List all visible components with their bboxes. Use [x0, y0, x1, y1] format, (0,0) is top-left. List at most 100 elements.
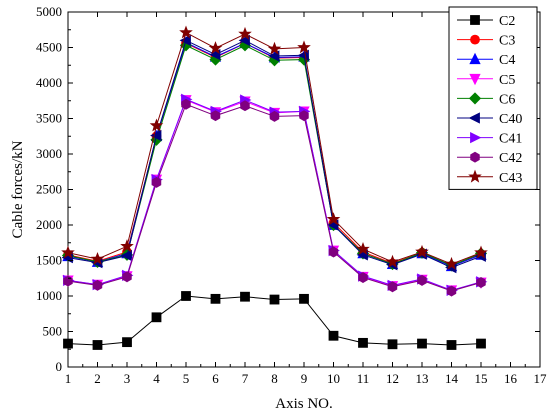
data-point: [476, 277, 486, 288]
data-point: [299, 293, 309, 304]
y-tick-label: 4500: [36, 40, 62, 55]
data-point: [238, 26, 252, 40]
series-c2: [63, 291, 486, 350]
x-tick-label: 13: [416, 371, 429, 386]
data-point: [150, 129, 162, 142]
x-tick-label: 2: [94, 371, 101, 386]
y-tick-label: 1500: [36, 253, 62, 268]
data-point: [356, 241, 370, 255]
data-point: [92, 279, 103, 291]
data-point: [151, 176, 162, 188]
y-tick-label: 0: [56, 359, 63, 374]
legend-marker: [469, 52, 481, 65]
legend-label: C43: [499, 171, 522, 186]
x-tick-label: 16: [504, 371, 518, 386]
legend-label: C42: [499, 151, 522, 166]
legend-label: C2: [499, 14, 515, 29]
series-line: [67, 98, 482, 291]
x-tick-label: 6: [212, 371, 219, 386]
series-c40: [61, 34, 486, 274]
series-c42: [63, 98, 486, 297]
x-tick-label: 17: [534, 371, 548, 386]
data-point: [208, 41, 223, 54]
data-point: [326, 212, 341, 226]
series-line: [67, 99, 482, 291]
legend-marker: [468, 169, 482, 183]
data-point: [476, 338, 486, 349]
legend-item: C43: [457, 169, 522, 186]
legend-label: C41: [499, 132, 522, 147]
data-point: [122, 271, 132, 283]
data-point: [417, 338, 427, 349]
y-tick-label: 1000: [36, 288, 62, 303]
legend-marker: [470, 131, 482, 144]
y-tick-label: 2000: [36, 217, 62, 232]
legend-item: C3: [457, 34, 515, 49]
legend-label: C5: [499, 73, 515, 88]
legend-item: C41: [457, 132, 522, 147]
legend-label: C6: [499, 92, 515, 107]
x-tick-label: 3: [124, 371, 131, 386]
data-point: [61, 245, 75, 259]
data-point: [181, 98, 191, 110]
y-tick-label: 4000: [36, 75, 62, 90]
legend-item: C42: [457, 151, 522, 166]
legend-item: C5: [457, 73, 515, 88]
data-point: [122, 337, 132, 348]
data-point: [240, 291, 250, 302]
data-point: [417, 274, 427, 286]
data-point: [269, 294, 280, 305]
data-point: [358, 337, 368, 348]
data-point: [446, 285, 457, 297]
x-tick-label: 1: [65, 371, 72, 386]
data-point: [358, 272, 368, 284]
data-point: [240, 100, 250, 112]
data-point: [63, 275, 73, 287]
data-point: [90, 251, 105, 265]
data-point: [210, 110, 221, 122]
x-axis-label: Axis NO.: [275, 396, 333, 412]
x-tick-label: 15: [475, 371, 488, 386]
legend-label: C40: [499, 112, 522, 127]
data-point: [210, 293, 221, 304]
data-point: [328, 246, 339, 258]
data-point: [299, 110, 309, 122]
data-point: [149, 118, 164, 132]
data-point: [328, 330, 339, 341]
data-point: [474, 245, 488, 259]
legend-marker: [468, 92, 482, 105]
series-line: [67, 31, 482, 265]
legend-marker: [469, 73, 481, 86]
data-point: [268, 50, 280, 62]
data-point: [92, 340, 103, 350]
x-tick-label: 9: [301, 371, 308, 386]
legend-item: C4: [457, 52, 515, 68]
data-point: [446, 340, 457, 350]
y-tick-label: 2500: [36, 182, 62, 197]
data-point: [120, 249, 132, 262]
legend-item: C40: [457, 112, 522, 127]
data-point: [385, 254, 400, 268]
x-tick-label: 8: [271, 371, 278, 386]
x-tick-label: 11: [357, 371, 370, 386]
data-point: [179, 25, 193, 39]
series-c3: [63, 38, 486, 272]
data-point: [444, 256, 459, 270]
data-point: [267, 41, 282, 55]
series-c6: [61, 39, 488, 272]
x-tick-label: 12: [386, 371, 399, 386]
legend-item: C2: [457, 14, 515, 29]
legend-marker: [470, 34, 480, 45]
data-point: [415, 244, 429, 258]
x-tick-label: 4: [153, 371, 160, 386]
data-point: [269, 110, 280, 122]
y-tick-label: 5000: [36, 4, 62, 19]
series-c4: [62, 36, 487, 272]
data-point: [120, 239, 134, 253]
y-axis-label: Cable forces/kN: [10, 140, 26, 238]
legend-marker: [470, 151, 480, 163]
data-point: [297, 40, 311, 54]
series-c43: [61, 25, 488, 270]
